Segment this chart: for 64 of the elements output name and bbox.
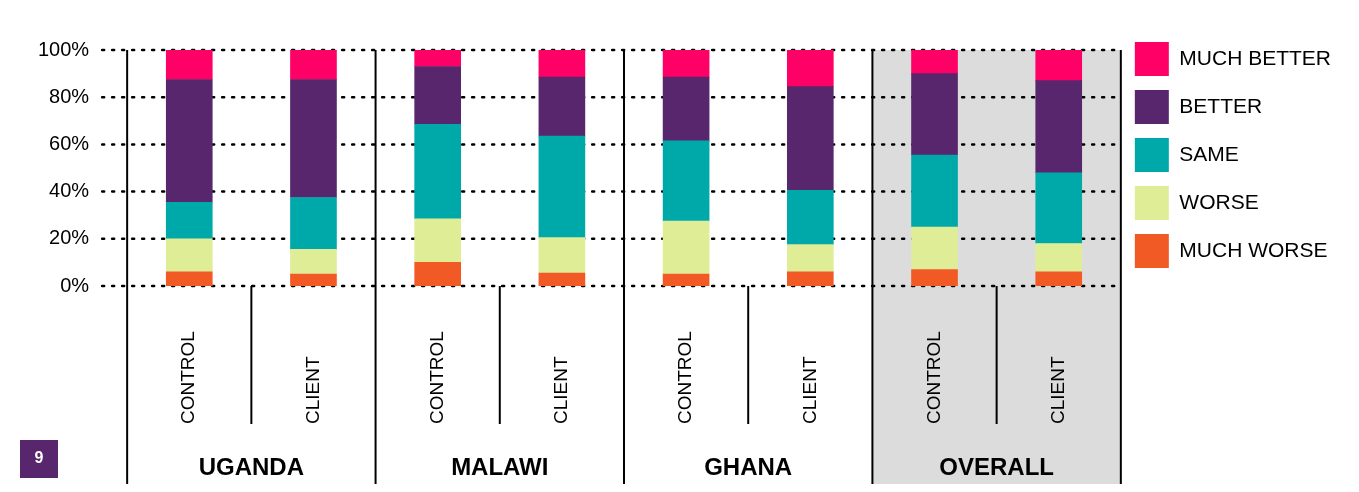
bar — [911, 269, 958, 286]
bar — [911, 73, 958, 156]
y-tick-label: 0% — [60, 273, 90, 296]
x-tick-label: CONTROL — [922, 331, 944, 424]
bar — [165, 271, 213, 286]
bar — [414, 124, 462, 220]
bar — [662, 273, 710, 286]
bar — [414, 66, 462, 125]
bar — [165, 238, 213, 273]
bar — [538, 237, 586, 274]
x-tick-label: CONTROL — [425, 331, 447, 424]
bar — [786, 190, 834, 246]
bar — [290, 79, 337, 198]
x-tick-label: CLIENT — [550, 356, 572, 424]
legend-label: WORSE — [1179, 189, 1259, 213]
bar — [165, 201, 213, 240]
bar — [290, 50, 337, 80]
text: 9 — [34, 449, 44, 467]
bar — [786, 271, 834, 286]
text: OVERALL — [939, 452, 1054, 480]
bar — [786, 86, 834, 191]
legend-label: MUCH BETTER — [1179, 45, 1332, 69]
bar — [290, 249, 337, 275]
y-tick-label: 20% — [49, 226, 90, 249]
bar — [911, 50, 958, 74]
legend-label: MUCH WORSE — [1179, 237, 1328, 261]
x-tick-label: CLIENT — [1046, 356, 1068, 424]
y-tick-label: 60% — [49, 131, 90, 154]
bar — [165, 79, 213, 203]
bar — [414, 262, 462, 286]
text: UGANDA — [198, 452, 305, 480]
y-tick-label: 40% — [49, 179, 90, 202]
bar — [662, 50, 710, 78]
text: MALAWI — [451, 452, 549, 480]
bar — [1035, 50, 1083, 82]
bar — [786, 244, 834, 273]
bar — [911, 154, 958, 228]
bar — [1035, 271, 1083, 286]
bar — [1035, 243, 1083, 273]
bar — [290, 197, 337, 250]
bar — [165, 50, 213, 80]
bar — [414, 218, 462, 263]
x-tick-label: CLIENT — [301, 356, 323, 424]
y-tick-label: 100% — [38, 37, 90, 60]
bar — [662, 76, 710, 142]
bar — [1035, 80, 1083, 174]
bar — [414, 50, 462, 67]
text: GHANA — [704, 452, 793, 480]
x-tick-label: CONTROL — [674, 331, 696, 424]
bar — [290, 273, 337, 286]
bar — [786, 50, 834, 87]
bar — [538, 135, 586, 238]
bar — [538, 76, 586, 137]
legend-label: SAME — [1179, 141, 1239, 165]
x-tick-label: CLIENT — [798, 356, 820, 424]
bar — [1035, 172, 1083, 244]
bar — [911, 226, 958, 270]
bar — [662, 220, 710, 275]
legend-label: BETTER — [1179, 93, 1263, 117]
bar — [538, 50, 586, 78]
x-tick-label: CONTROL — [177, 331, 199, 424]
bar — [538, 272, 586, 286]
bar — [662, 140, 710, 222]
y-tick-label: 80% — [49, 84, 90, 107]
